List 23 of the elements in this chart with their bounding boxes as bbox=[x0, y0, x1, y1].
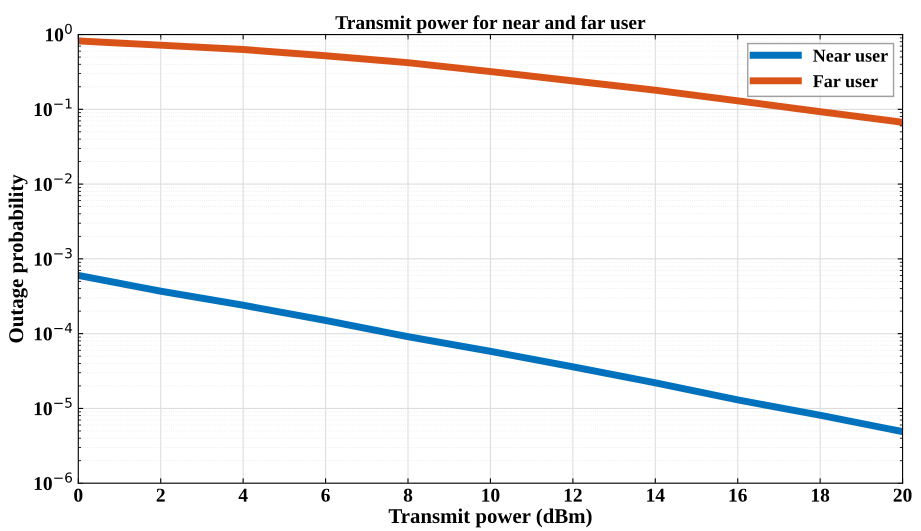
x-tick-label: 12 bbox=[564, 488, 582, 502]
y-tick-label: 10$^{−2}$ bbox=[34, 173, 72, 191]
x-tick-label: 6 bbox=[321, 488, 330, 502]
legend-label: Far user bbox=[813, 75, 878, 88]
y-axis-title: Outage probability bbox=[8, 174, 28, 342]
y-tick-label: 10$^{−5}$ bbox=[34, 398, 72, 416]
chart-title: Transmit power for near and far user bbox=[336, 15, 646, 34]
x-axis-title: Transmit power (dBm) bbox=[388, 508, 592, 528]
x-tick-label: 14 bbox=[647, 488, 665, 502]
x-tick-label: 0 bbox=[74, 488, 82, 502]
x-tick-label: 2 bbox=[156, 488, 165, 502]
x-tick-label: 18 bbox=[812, 488, 830, 502]
y-tick-label: 10$^{0}$ bbox=[46, 24, 72, 42]
x-tick-label: 10 bbox=[482, 488, 500, 502]
legend-label: Near user bbox=[813, 50, 888, 62]
x-tick-label: 4 bbox=[238, 488, 248, 502]
y-tick-label: 10$^{−6}$ bbox=[34, 472, 72, 490]
y-tick-label: 10$^{−1}$ bbox=[34, 98, 72, 116]
x-tick-label: 8 bbox=[404, 488, 412, 502]
y-tick-label: 10$^{−3}$ bbox=[34, 248, 72, 266]
x-tick-label: 20 bbox=[894, 488, 912, 502]
y-tick-label: 10$^{−4}$ bbox=[34, 322, 72, 340]
x-tick-label: 16 bbox=[730, 488, 747, 502]
